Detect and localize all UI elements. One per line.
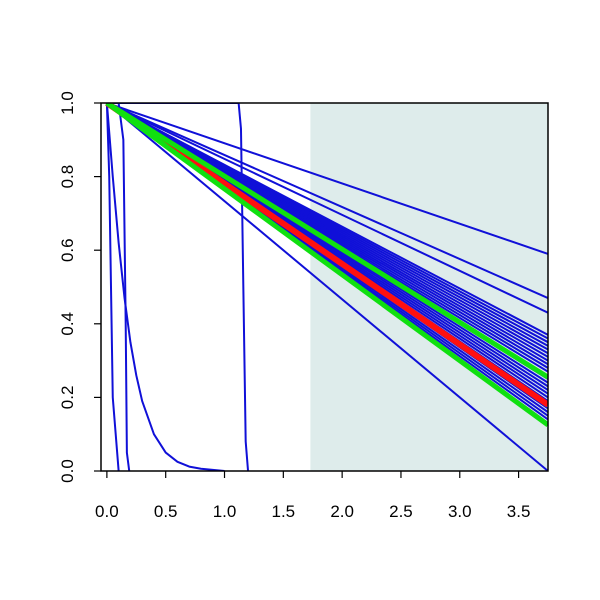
y-tick-label: 0.4 xyxy=(58,312,77,336)
x-tick-label: 1.5 xyxy=(272,502,296,521)
series-line-green-32 xyxy=(105,103,548,380)
y-tick-label: 0.0 xyxy=(58,459,77,483)
series-line-blue-3 xyxy=(106,103,250,471)
y-tick-label: 0.6 xyxy=(58,238,77,262)
x-tick-label: 3.0 xyxy=(448,502,472,521)
series-line-blue-0 xyxy=(105,103,120,471)
series-line-red-31 xyxy=(105,103,548,408)
series-layer xyxy=(105,103,548,471)
series-line-blue-6 xyxy=(106,103,548,299)
series-line-blue-7 xyxy=(106,103,548,314)
x-tick-label: 0.0 xyxy=(95,502,119,521)
plot-frame xyxy=(100,102,549,472)
x-tick-label: 3.5 xyxy=(507,502,531,521)
x-tick-label: 1.0 xyxy=(213,502,237,521)
axes-layer: 0.0 0.5 1.0 1.5 2.0 2.5 3.0 3.5 0.0 0.2 0.4 0.6 0.8 1… xyxy=(58,91,530,521)
y-tick-label: 0.8 xyxy=(58,165,77,189)
x-tick-label: 0.5 xyxy=(154,502,178,521)
series-line-blue-5 xyxy=(106,103,548,255)
x-tick-label: 2.5 xyxy=(389,502,413,521)
series-line-blue-1 xyxy=(105,103,225,471)
x-tick-label: 2.0 xyxy=(330,502,354,521)
series-line-green-33 xyxy=(105,103,548,428)
shaded-region xyxy=(310,103,548,471)
y-tick-label: 0.2 xyxy=(58,386,77,410)
series-line-blue-2 xyxy=(106,103,131,471)
series-line-blue-4 xyxy=(106,103,548,471)
y-tick-label: 1.0 xyxy=(58,91,77,115)
